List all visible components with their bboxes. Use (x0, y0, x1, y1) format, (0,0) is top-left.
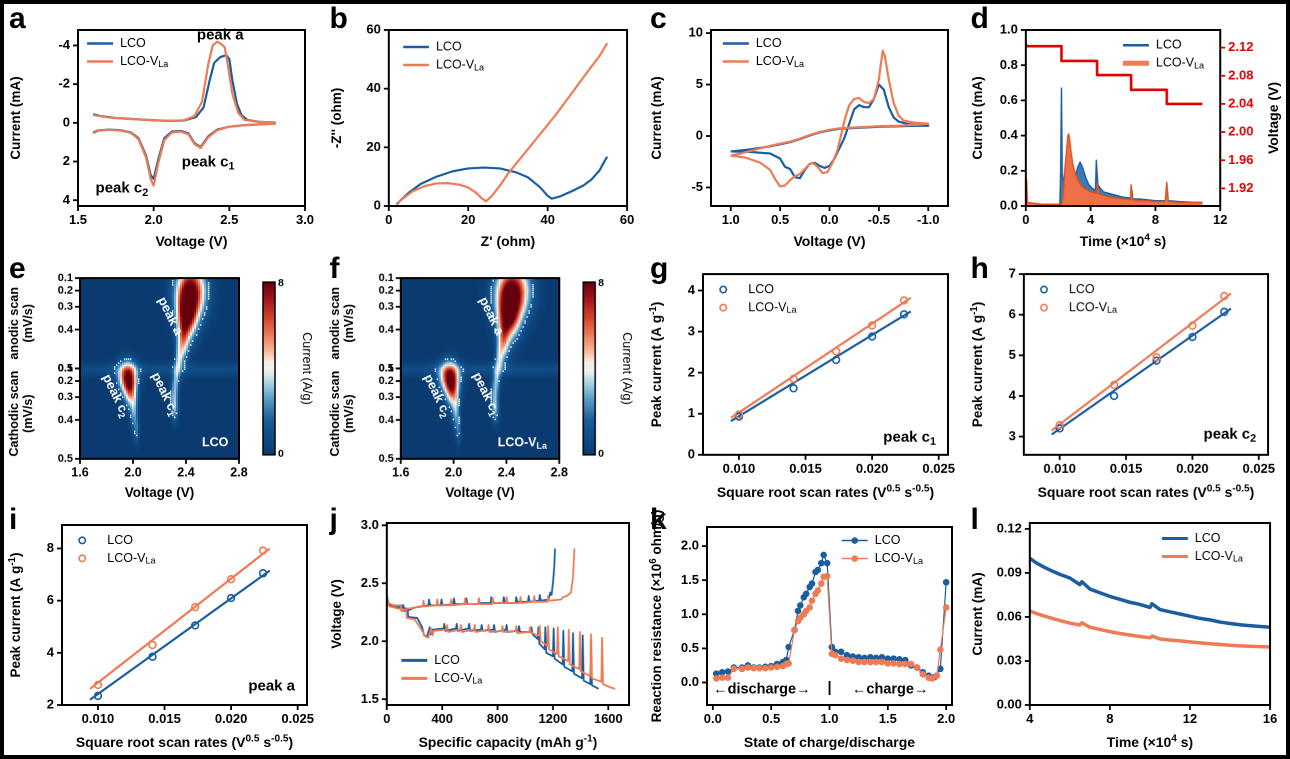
cv-chart-canvas-a (4, 4, 325, 255)
panel-label-j: j (329, 504, 338, 536)
panel-label-f: f (329, 254, 340, 286)
reaction-resistance-canvas-k (645, 504, 966, 755)
panel-label-e: e (9, 254, 26, 286)
panel-label-h: h (970, 254, 989, 286)
panel-d: d (965, 4, 1286, 255)
panel-e: e (4, 254, 325, 505)
panel-f: f (324, 254, 645, 505)
panel-label-i: i (9, 504, 18, 536)
scatter-canvas-h (965, 254, 1286, 505)
panel-label-a: a (9, 4, 26, 35)
heatmap-canvas-e (4, 254, 325, 505)
gitt-current-voltage-canvas-d (965, 4, 1286, 255)
cv-chart-canvas-c (645, 4, 966, 255)
panel-label-g: g (650, 254, 669, 286)
panel-b: b (324, 4, 645, 255)
panel-label-c: c (650, 4, 667, 35)
panel-label-l: l (970, 504, 979, 536)
current-decay-canvas-l (965, 504, 1286, 755)
panel-c: c (645, 4, 966, 255)
gitt-capacity-canvas-j (324, 504, 645, 755)
panel-h: h (965, 254, 1286, 505)
panel-label-k: k (650, 504, 667, 536)
panel-label-b: b (329, 4, 348, 35)
panel-k: k (645, 504, 966, 755)
nyquist-chart-canvas-b (324, 4, 645, 255)
panel-j: j (324, 504, 645, 755)
panel-i: i (4, 504, 325, 755)
heatmap-canvas-f (324, 254, 645, 505)
scatter-canvas-i (4, 504, 325, 755)
panel-a: a (4, 4, 325, 255)
scatter-canvas-g (645, 254, 966, 505)
panel-l: l (965, 504, 1286, 755)
panel-g: g (645, 254, 966, 505)
panel-label-d: d (970, 4, 989, 35)
